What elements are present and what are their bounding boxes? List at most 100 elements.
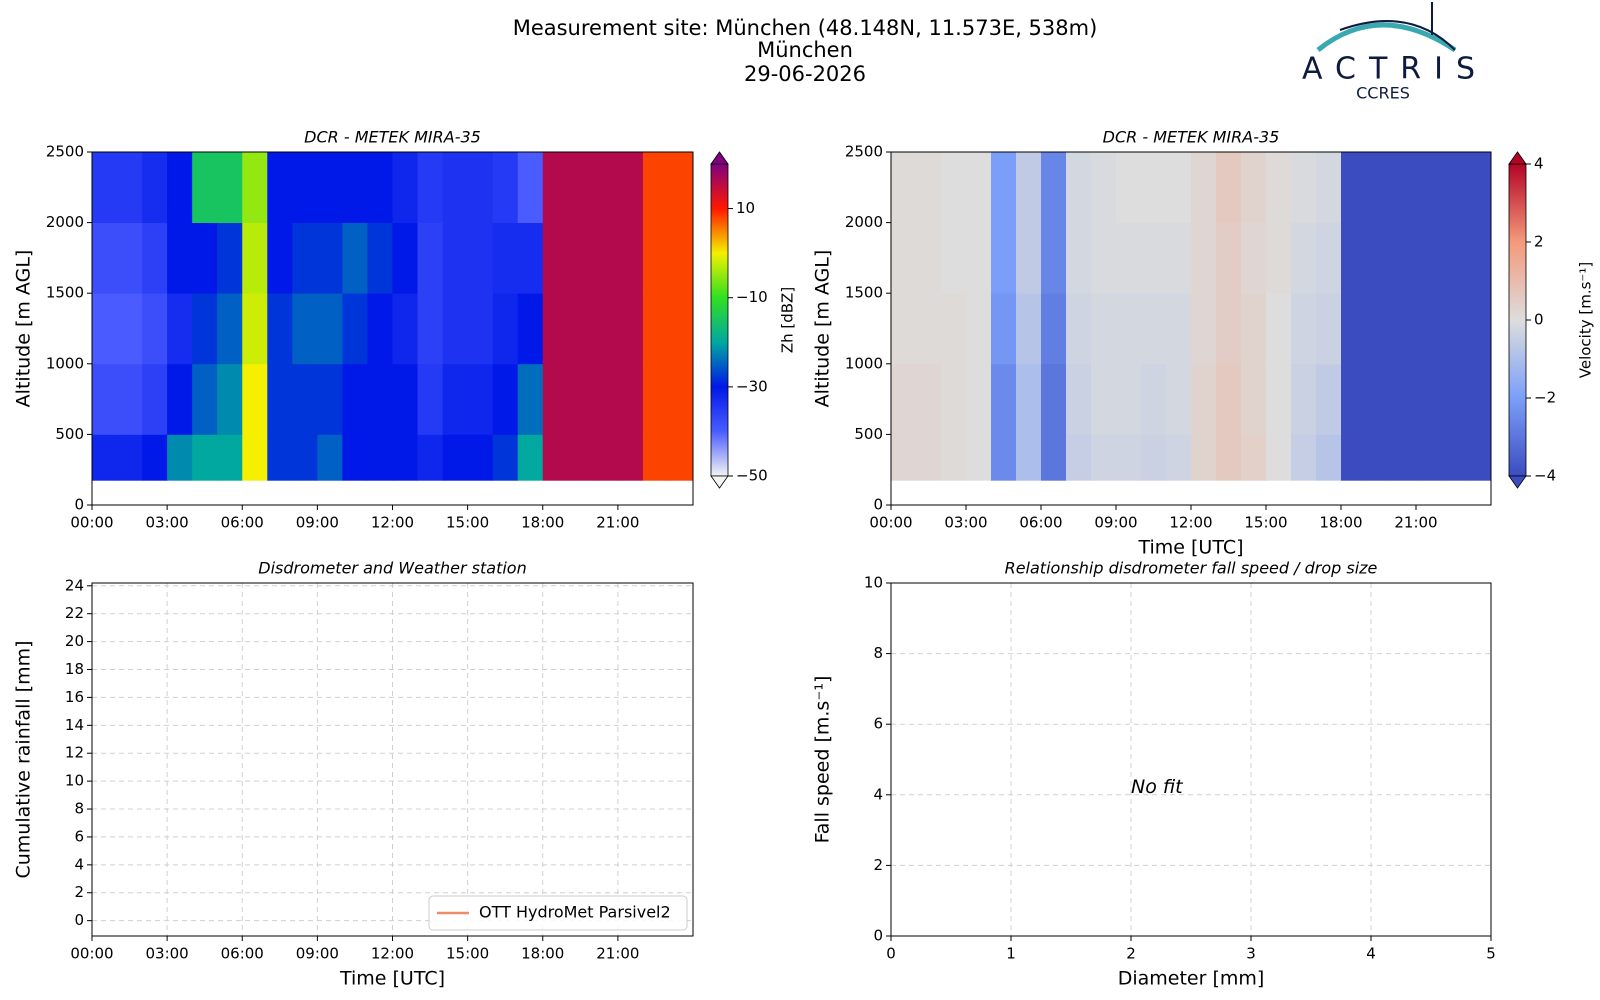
heatmap-cell [467,293,494,365]
heatmap-cell [567,152,594,223]
heatmap-cell [1166,434,1192,481]
y-tick-label: 24 [65,576,84,594]
x-tick-label: 1 [1006,945,1016,963]
y-tick-label: 12 [65,744,84,762]
heatmap-cell [1316,434,1342,481]
heatmap-cell [192,293,218,365]
heatmap-cell [592,434,619,481]
heatmap-cell [517,363,544,435]
heatmap-cell [1141,434,1167,481]
heatmap-cell [642,363,669,435]
logo-arc [1316,22,1457,53]
heatmap-cell [367,152,393,223]
heatmap-cell [1316,363,1342,435]
heatmap-cell [567,222,594,294]
heatmap-cell [1191,152,1217,223]
y-tick-label: 1000 [46,354,84,372]
heatmap-cell [941,363,967,435]
y-tick-label: 6 [873,715,883,733]
heatmap-cell [142,152,168,223]
subplot: −4 −2 0 2 4 Velocity [m.s⁻¹] 00:00 03:00 06:00 09… [812,128,1595,559]
heatmap-cell [617,363,644,435]
heatmap-cell [317,152,343,223]
y-tick-label: 14 [65,716,84,734]
x-axis-label: Time [UTC] [339,968,445,990]
y-tick-label: 2 [873,856,883,874]
y-tick-label: 1000 [845,354,883,372]
heatmap-cell [667,152,694,223]
colorbar-extend-top [710,151,729,165]
heatmap-cell [941,222,967,294]
heatmap-cell [442,152,469,223]
heatmap-cell [1191,434,1217,481]
heatmap-cell [267,222,293,294]
heatmap-cell [1416,363,1442,435]
heatmap-cell [617,434,644,481]
y-axis-label: Altitude [m AGL] [13,250,35,408]
subplot-title: Disdrometer and Weather station [258,559,526,578]
heatmap-cell [1466,363,1492,435]
heatmap-cell [991,222,1017,294]
heatmap-cell [267,152,293,223]
y-tick-label: 2500 [845,143,883,161]
y-tick-label: 0 [873,496,883,514]
heatmap-cell [292,434,318,481]
heatmap-cell [617,293,644,365]
x-tick-label: 09:00 [1094,514,1137,532]
heatmap-cell [167,222,193,294]
heatmap-cell [1291,293,1317,365]
heatmap-cell [92,222,118,294]
y-tick-label: 10 [65,772,84,790]
heatmap-cell [567,363,594,435]
site-name: München [757,38,853,62]
heatmap-cell [1116,152,1142,223]
heatmap-cell [367,434,393,481]
heatmap-cell [966,434,992,481]
colorbar-label: Zh [dBZ] [779,287,797,353]
y-tick-label: 2000 [46,213,84,231]
heatmap-cell [317,293,343,365]
x-tick-label: 06:00 [221,945,264,963]
heatmap-cell [1241,293,1267,365]
heatmap-cell [991,434,1017,481]
x-tick-label: 03:00 [944,514,987,532]
x-tick-label: 18:00 [521,514,564,532]
heatmap-cell [1366,152,1392,223]
heatmap-cell [217,222,243,294]
heatmap-cell [1091,293,1117,365]
heatmap-cell [1041,222,1067,294]
logo-subtitle: CCRES [1356,84,1410,103]
heatmap-cell [1391,434,1417,481]
y-tick-label: 6 [74,827,84,845]
heatmap-cell [242,363,268,435]
y-tick-label: 18 [65,660,84,678]
heatmap-cell [517,222,544,294]
heatmap-cell [92,293,118,365]
heatmap-cell [1416,293,1442,365]
heatmap-cell [1041,363,1067,435]
heatmap-cell [542,434,569,481]
heatmap-cell [1216,363,1242,435]
heatmap-cell [642,434,669,481]
heatmap-cell [1216,434,1242,481]
heatmap-cell [1366,293,1392,365]
heatmap-cell [117,434,143,481]
heatmap-cell [891,363,917,435]
heatmap-cell [192,363,218,435]
heatmap-cell [1041,293,1067,365]
heatmap-cell [916,363,942,435]
x-tick-label: 15:00 [446,945,489,963]
colorbar-tick-label: −10 [736,288,768,306]
heatmap-cell [342,222,368,294]
heatmap-cell [1266,363,1292,435]
axes-frame [890,582,1492,937]
heatmap-cell [292,363,318,435]
legend-label: OTT HydroMet Parsivel2 [479,903,671,922]
heatmap-cell [1316,222,1342,294]
y-tick-label: 8 [74,800,84,818]
heatmap-cell [1391,293,1417,365]
heatmap-cell [592,293,619,365]
heatmap-cell [142,363,168,435]
heatmap-cell [417,434,443,481]
